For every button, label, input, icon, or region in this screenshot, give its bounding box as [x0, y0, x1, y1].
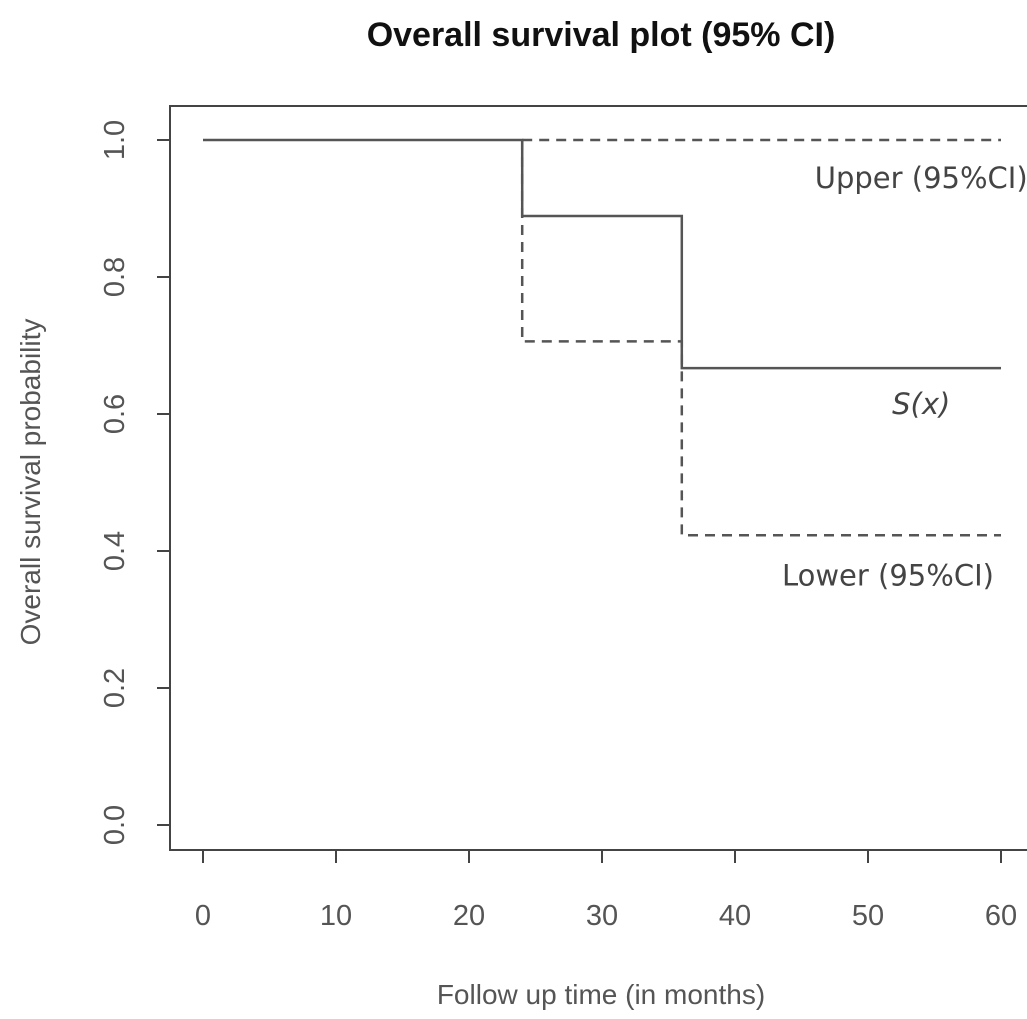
y-axis-label: Overall survival probability [15, 319, 46, 646]
y-tick-label: 0.4 [99, 531, 131, 571]
x-tick-label: 10 [320, 900, 352, 932]
series-line-s-x [203, 138, 1001, 370]
y-tick-label: 0.0 [99, 805, 131, 845]
x-axis-label: Follow up time (in months) [437, 979, 765, 1010]
x-tick-label: 20 [453, 900, 485, 932]
x-tick-label: 40 [719, 900, 751, 932]
chart-title: Overall survival plot (95% CI) [367, 16, 836, 54]
plot-area: 0 10 20 30 40 50 60 0.0 0.2 0.4 0.6 0.8 1.0 Upper (95… [99, 105, 1027, 932]
y-tick-label: 0.8 [99, 257, 131, 297]
x-tick-label: 50 [852, 900, 884, 932]
x-tick-label: 30 [586, 900, 618, 932]
y-tick-label: 0.2 [99, 668, 131, 708]
x-tick-label: 60 [985, 900, 1017, 932]
plot-frame [169, 105, 1027, 851]
annotation-label: Upper (95%CI) [815, 161, 1027, 195]
x-tick-label: 0 [195, 900, 211, 932]
annotation-label: S(x) [892, 387, 950, 421]
y-tick-label: 1.0 [99, 120, 131, 160]
series-line-lower-95-ci [520, 140, 1001, 537]
annotation-label: Lower (95%CI) [782, 558, 994, 592]
y-tick-label: 0.6 [99, 394, 131, 434]
